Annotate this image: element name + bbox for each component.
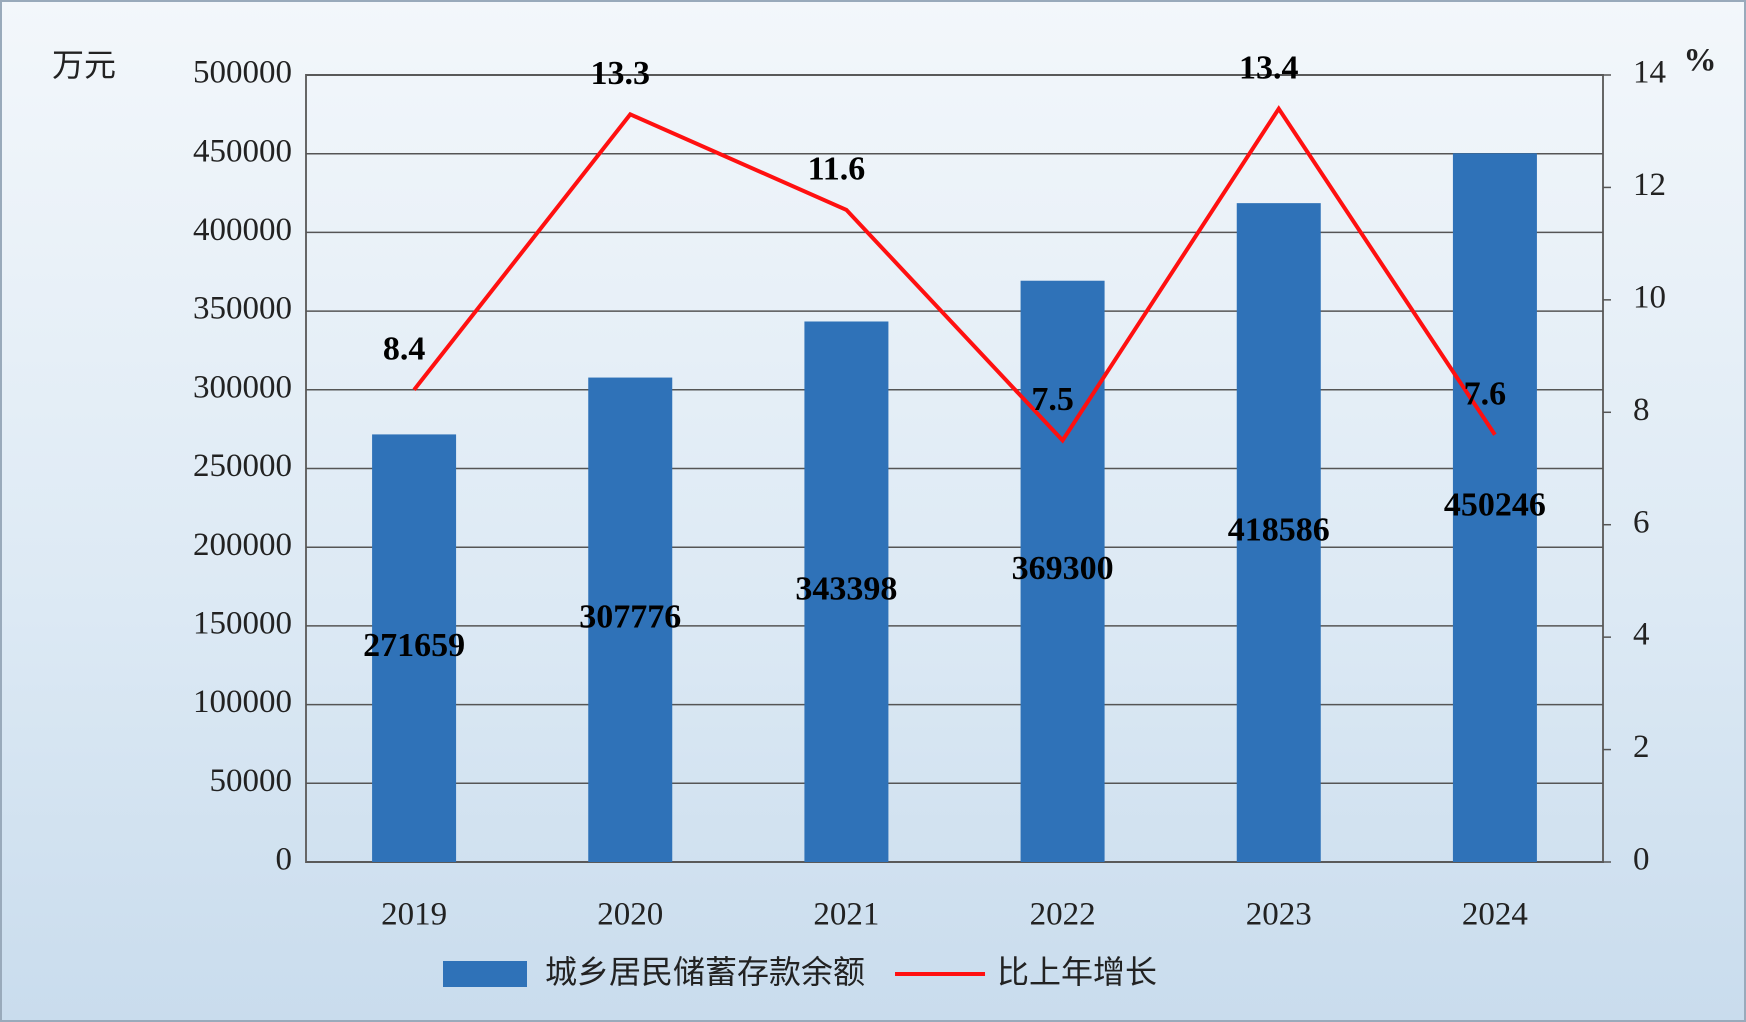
line	[412, 105, 1497, 444]
x-tick-label: 2019	[381, 897, 447, 933]
bar-value-label: 369300	[1012, 550, 1114, 587]
x-tick-label: 2023	[1246, 897, 1312, 933]
y-tick-label: 350000	[193, 291, 292, 327]
y-tick-label: 200000	[193, 527, 292, 563]
x-tick-label: 2021	[813, 897, 879, 933]
y2-axis-label: %	[1684, 43, 1717, 79]
line-value-label: 13.3	[591, 55, 651, 92]
line-value-label: 11.6	[808, 151, 866, 188]
y-tick-label: 100000	[193, 684, 292, 720]
bar-value-label: 450246	[1444, 486, 1546, 523]
bar-value-label: 307776	[579, 599, 681, 636]
bar	[372, 434, 457, 862]
bar-value-label: 418586	[1228, 511, 1330, 548]
y-axis-label: 万元	[52, 46, 116, 84]
y2-tick-label: 2	[1633, 729, 1650, 765]
line-value-label: 8.4	[383, 331, 426, 368]
y2-tick-label: 6	[1633, 504, 1650, 540]
y-tick-label: 50000	[210, 763, 293, 799]
y2-tick-label: 0	[1633, 842, 1650, 878]
bar-value-label: 343398	[795, 571, 897, 608]
y-tick-label: 0	[276, 842, 293, 878]
y-tick-label: 300000	[193, 369, 292, 405]
line-value-label: 7.5	[1031, 381, 1074, 418]
bar-value-label: 271659	[363, 627, 465, 664]
y-tick-label: 500000	[193, 55, 292, 91]
y2-tick-label: 10	[1633, 279, 1666, 315]
x-tick-label: 2022	[1030, 897, 1096, 933]
y-tick-label: 450000	[193, 133, 292, 169]
y-tick-label: 400000	[193, 212, 292, 248]
y2-tick-label: 4	[1633, 617, 1650, 653]
line-value-label: 7.6	[1464, 376, 1507, 413]
x-tick-label: 2024	[1462, 897, 1528, 933]
bar	[588, 377, 673, 862]
legend-label: 城乡居民储蓄存款余额	[545, 953, 865, 991]
y-tick-label: 150000	[193, 605, 292, 641]
bar	[1236, 203, 1321, 862]
bar	[1452, 153, 1537, 862]
line-value-label: 13.4	[1239, 50, 1299, 87]
y2-tick-label: 12	[1633, 167, 1666, 203]
y-tick-label: 250000	[193, 448, 292, 484]
legend-label: 比上年增长	[997, 953, 1157, 991]
y2-tick-label: 8	[1633, 392, 1650, 428]
bar	[804, 321, 889, 862]
legend-swatch	[443, 961, 527, 987]
y2-tick-label: 14	[1633, 55, 1666, 91]
x-tick-label: 2020	[597, 897, 663, 933]
bar	[1020, 280, 1105, 862]
